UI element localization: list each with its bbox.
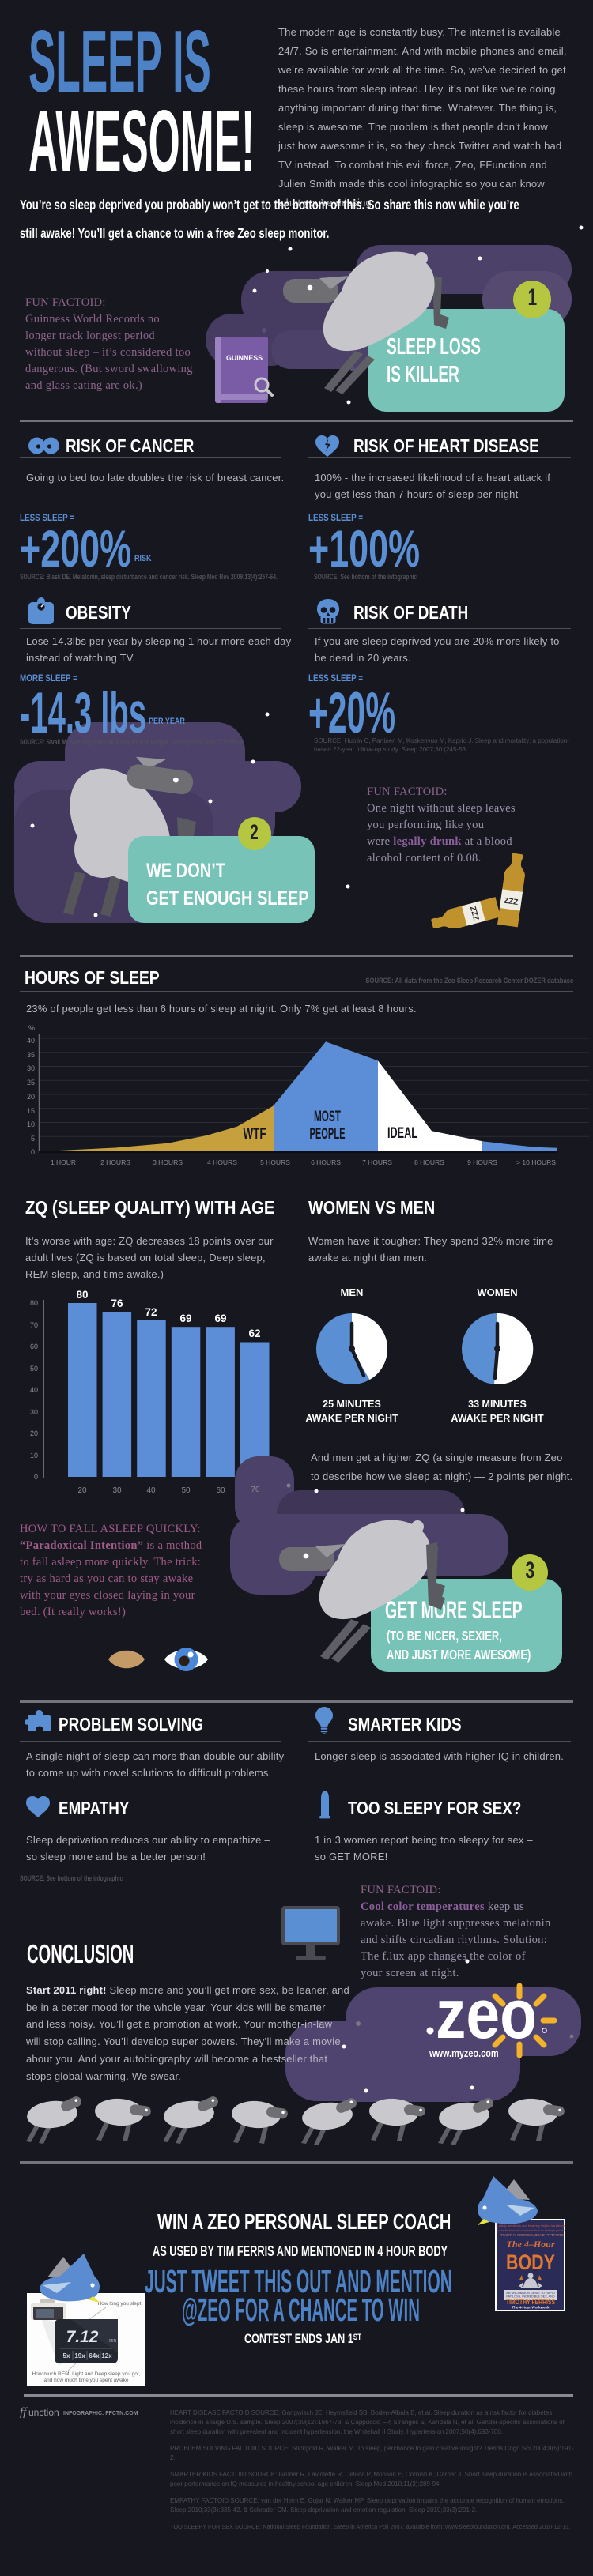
svg-text:19x: 19x <box>74 2352 85 2359</box>
svg-text:0: 0 <box>31 1148 35 1156</box>
svg-text:50: 50 <box>181 1486 191 1495</box>
svg-text:20: 20 <box>77 1486 87 1495</box>
svg-text:The 4–Hour: The 4–Hour <box>506 2239 554 2250</box>
svg-text:72: 72 <box>145 1306 157 1318</box>
svg-text:2 HOURS: 2 HOURS <box>100 1158 130 1166</box>
svg-text:40: 40 <box>27 1037 35 1045</box>
svg-text:9 HOURS: 9 HOURS <box>467 1158 497 1166</box>
svg-text:AN UNCOMMON GUIDE TO RAPID: AN UNCOMMON GUIDE TO RAPID <box>506 2292 555 2295</box>
svg-text:– a practical crash course in: – a practical crash course in how to cha… <box>495 2228 565 2232</box>
svg-text:60: 60 <box>216 1486 225 1495</box>
svg-text:25: 25 <box>27 1079 35 1087</box>
svg-text:MIN: MIN <box>109 2339 117 2344</box>
svg-text:69: 69 <box>214 1312 226 1324</box>
svg-text:80: 80 <box>30 1299 38 1307</box>
svg-text:INFOGRAPHIC: FFCTN.COM: INFOGRAPHIC: FFCTN.COM <box>63 2411 138 2416</box>
svg-text:0: 0 <box>34 1473 38 1481</box>
svg-text:FAT-LOSS, INCREDIBLE SEX, AND: FAT-LOSS, INCREDIBLE SEX, AND <box>506 2295 555 2299</box>
svg-text:– TIMOTHY FERRISS, BRAD PITTFO: – TIMOTHY FERRISS, BRAD PITTFORD <box>497 2233 564 2237</box>
svg-text:How much REM, Light and Deep s: How much REM, Light and Deep sleep you g… <box>32 2371 141 2377</box>
svg-text:5: 5 <box>31 1135 35 1143</box>
svg-text:AWAKE PER NIGHT: AWAKE PER NIGHT <box>451 1413 544 1424</box>
svg-text:10: 10 <box>30 1452 38 1459</box>
svg-text:unction: unction <box>28 2407 59 2418</box>
svg-text:> 10 HOURS: > 10 HOURS <box>516 1158 556 1166</box>
svg-text:“a wildly ambitious and bizarr: “a wildly ambitious and bizarrely helpfu… <box>495 2224 565 2228</box>
svg-text:AWAKE PER NIGHT: AWAKE PER NIGHT <box>305 1413 398 1424</box>
svg-text:5 HOURS: 5 HOURS <box>260 1158 290 1166</box>
svg-text:PEOPLE: PEOPLE <box>310 1126 346 1143</box>
svg-text:30: 30 <box>27 1064 35 1072</box>
svg-text:30: 30 <box>112 1486 122 1495</box>
svg-text:20: 20 <box>27 1093 35 1101</box>
svg-text:70: 70 <box>30 1321 38 1329</box>
svg-text:40: 40 <box>30 1386 38 1394</box>
svg-text:BODY: BODY <box>506 2250 555 2274</box>
svg-text:4 HOURS: 4 HOURS <box>207 1158 237 1166</box>
svg-text:25 MINUTES: 25 MINUTES <box>323 1399 381 1410</box>
svg-text:5x: 5x <box>63 2352 70 2359</box>
svg-text:6 HOURS: 6 HOURS <box>311 1158 341 1166</box>
svg-text:ZZZ: ZZZ <box>503 897 519 907</box>
svg-text:%: % <box>28 1024 35 1032</box>
svg-text:7.12: 7.12 <box>66 2328 99 2346</box>
svg-text:WTF: WTF <box>244 1126 266 1143</box>
svg-text:10: 10 <box>27 1120 35 1128</box>
svg-text:20: 20 <box>30 1429 38 1437</box>
svg-text:GUINNESS: GUINNESS <box>226 354 263 362</box>
svg-text:IDEAL: IDEAL <box>387 1125 417 1142</box>
svg-text:76: 76 <box>111 1297 123 1309</box>
svg-text:62: 62 <box>248 1328 260 1339</box>
svg-text:MEN: MEN <box>341 1286 364 1298</box>
svg-text:The 4-Hour Workweek: The 4-Hour Workweek <box>512 2306 550 2310</box>
svg-text:30: 30 <box>30 1408 38 1416</box>
svg-text:12x: 12x <box>101 2352 112 2359</box>
svg-text:ZZZ: ZZZ <box>470 905 482 921</box>
svg-text:33 MINUTES: 33 MINUTES <box>468 1399 527 1410</box>
svg-text:and how much time you spent aw: and how much time you spent awake <box>44 2378 129 2383</box>
svg-text:35: 35 <box>27 1051 35 1059</box>
svg-text:3 HOURS: 3 HOURS <box>153 1158 183 1166</box>
svg-text:15: 15 <box>27 1107 35 1115</box>
svg-text:7 HOURS: 7 HOURS <box>362 1158 392 1166</box>
svg-text:TIMOTHY FERRISS: TIMOTHY FERRISS <box>506 2299 556 2306</box>
svg-text:40: 40 <box>146 1486 156 1495</box>
svg-text:69: 69 <box>179 1312 191 1324</box>
svg-text:60: 60 <box>30 1343 38 1350</box>
svg-text:50: 50 <box>30 1365 38 1373</box>
svg-text:ff: ff <box>20 2406 28 2419</box>
svg-text:1 HOUR: 1 HOUR <box>51 1158 76 1166</box>
svg-text:8 HOURS: 8 HOURS <box>414 1158 444 1166</box>
svg-text:MOST: MOST <box>314 1109 341 1125</box>
svg-text:WOMEN: WOMEN <box>477 1286 517 1298</box>
svg-text:How long you slept: How long you slept <box>98 2301 142 2307</box>
svg-text:zeo: zeo <box>436 1975 537 2053</box>
svg-text:80: 80 <box>76 1289 88 1301</box>
svg-text:64x: 64x <box>89 2352 100 2359</box>
